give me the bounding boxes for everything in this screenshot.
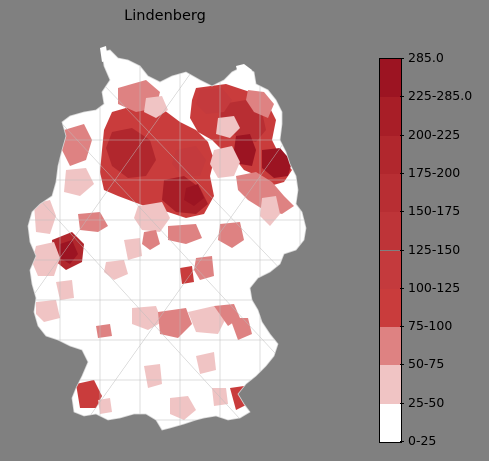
legend-band [380, 288, 401, 328]
district-light-west-4 [56, 280, 74, 300]
legend-band [380, 97, 401, 136]
district-cluster-rostock [196, 88, 232, 114]
legend-label: 225-285.0 [408, 88, 473, 104]
district-pink-south-1 [158, 308, 192, 338]
district-red-south-1 [76, 380, 102, 408]
legend-band [380, 135, 401, 174]
district-light-south-1 [132, 306, 162, 330]
legend-tick [400, 134, 404, 136]
legend-label: 0-25 [408, 433, 437, 448]
legend-band [380, 212, 401, 251]
district-light-east-3 [260, 196, 280, 226]
district-light-central-1 [134, 202, 170, 232]
district-light-west-5 [36, 300, 60, 322]
legend-band [380, 365, 401, 404]
district-pink-central-3 [218, 222, 244, 248]
legend-band [380, 327, 401, 366]
district-fills [32, 80, 294, 420]
legend-tick [400, 287, 404, 289]
legend-label: 150-175 [408, 203, 461, 219]
district-cluster-hanover [106, 128, 156, 178]
district-light-south-4 [98, 398, 112, 414]
legend-band [380, 403, 401, 442]
district-dark-4 [60, 240, 78, 264]
district-light-east-2 [216, 116, 240, 138]
legend-tick [400, 364, 404, 366]
district-dark-2 [262, 148, 292, 178]
district-borders [29, 50, 306, 430]
map-title: Lindenberg [124, 8, 206, 24]
district-light-south-3 [144, 364, 162, 388]
district-pink-central-1 [142, 230, 160, 250]
legend-band [380, 173, 401, 213]
legend-label: 75-100 [408, 318, 453, 334]
legend-band [380, 250, 401, 289]
legend-tick [400, 402, 404, 404]
district-pink-west-1 [62, 124, 92, 166]
legend-tick [400, 441, 404, 442]
legend-label: 175-200 [408, 164, 461, 180]
district-light-south-5 [170, 396, 196, 420]
district-pink-south-4 [96, 324, 112, 338]
legend-label: 50-75 [408, 356, 445, 372]
district-cluster-magdeburg [172, 146, 206, 176]
legend-label: 200-225 [408, 126, 461, 142]
district-pink-east-1 [236, 172, 294, 214]
legend-tick [400, 249, 404, 251]
legend-label: 25-50 [408, 394, 445, 410]
legend-label: 100-125 [408, 279, 461, 295]
island-sylt [100, 46, 108, 62]
district-light-north-1 [144, 96, 168, 118]
legend-label: 285.0 [408, 50, 444, 65]
district-light-central-3 [124, 238, 142, 260]
district-pink-west-2 [78, 212, 108, 232]
island-ruegen [236, 64, 252, 76]
district-light-south-2 [188, 306, 226, 334]
district-pink-central-2 [168, 224, 202, 244]
legend-band [380, 59, 401, 98]
district-light-east-1 [210, 146, 240, 178]
district-dark-1 [234, 134, 256, 166]
legend-tick [400, 211, 404, 213]
district-pink-south-3 [230, 318, 252, 340]
district-light-west-1 [64, 168, 94, 196]
legend-tick [400, 172, 404, 174]
district-red-central-1 [180, 266, 194, 284]
legend-label: 125-150 [408, 241, 461, 257]
legend-tick [400, 58, 404, 59]
legend-colorbar [379, 58, 402, 443]
legend-tick [400, 326, 404, 328]
district-dark-3 [184, 184, 204, 206]
district-light-central-2 [104, 260, 128, 280]
district-light-south-7 [196, 352, 216, 374]
legend-tick [400, 96, 404, 98]
district-light-west-3 [34, 200, 56, 234]
